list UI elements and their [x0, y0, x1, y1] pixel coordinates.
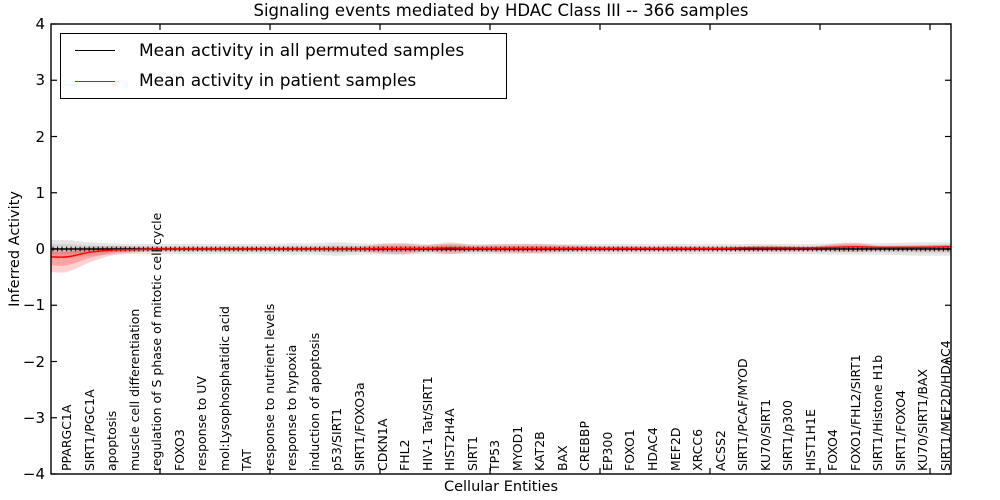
y-tick-label: 0 — [35, 240, 45, 258]
x-tick-label: mol:Lysophosphatidic acid — [216, 306, 232, 471]
x-tick-label: apoptosis — [104, 410, 120, 471]
legend-entry-patient: Mean activity in patient samples — [61, 67, 506, 95]
x-tick-label: XRCC6 — [690, 428, 706, 471]
chart-title: Signaling events mediated by HDAC Class … — [253, 1, 749, 20]
legend-label-patient: Mean activity in patient samples — [139, 71, 417, 92]
x-tick-label: HIST2H4A — [442, 408, 458, 471]
legend-entry-permuted: Mean activity in all permuted samples — [61, 37, 506, 65]
x-tick-label: FOXO4 — [825, 429, 841, 471]
x-tick-label: MEF2D — [667, 427, 683, 471]
x-tick-label: TP53 — [487, 439, 503, 471]
x-tick-label: SIRT1 — [464, 436, 480, 471]
y-tick-label: 4 — [35, 15, 45, 33]
y-tick-label: −4 — [22, 465, 45, 483]
x-tick-label: EP300 — [599, 431, 615, 471]
x-tick-label: SIRT1/PGC1A — [81, 389, 97, 471]
x-tick-label: TAT — [239, 449, 255, 471]
x-tick-label: BAX — [554, 445, 570, 471]
legend-box: Mean activity in all permuted samples Me… — [60, 33, 507, 99]
x-tick-label: MYOD1 — [509, 425, 525, 471]
x-tick-label: PPARGC1A — [59, 404, 74, 471]
x-tick-label: response to UV — [194, 376, 210, 471]
x-tick-label: FOXO1/FHL2/SIRT1 — [847, 354, 863, 471]
x-tick-label: CDKN1A — [374, 418, 390, 471]
x-tick-label: response to nutrient levels — [261, 303, 277, 471]
patient-mean-line — [50, 246, 952, 258]
x-tick-label: FOXO3 — [171, 429, 187, 471]
x-tick-label: p53/SIRT1 — [329, 407, 345, 471]
x-tick-label: KAT2B — [532, 431, 548, 471]
x-tick-label: KU70/SIRT1/BAX — [915, 368, 931, 471]
x-tick-label: SIRT1/p300 — [780, 400, 796, 471]
legend-line-red-icon — [75, 80, 115, 82]
x-tick-label: induction of apoptosis — [306, 332, 322, 471]
y-tick-label: 2 — [35, 127, 45, 146]
y-tick-label: −1 — [22, 296, 45, 315]
x-tick-label: response to hypoxia — [284, 344, 300, 471]
x-axis-title: Cellular Entities — [443, 479, 559, 495]
x-tick-label: FHL2 — [397, 439, 413, 471]
x-tick-label: SIRT1/MEF2D/HDAC4 — [938, 340, 953, 471]
patient-band-inner — [51, 244, 951, 266]
legend-line-black-icon — [75, 50, 115, 52]
x-tick-label: HIV-1 Tat/SIRT1 — [419, 376, 435, 471]
y-tick-label: 1 — [35, 183, 45, 202]
x-tick-label: KU70/SIRT1 — [757, 398, 773, 471]
legend-label-permuted: Mean activity in all permuted samples — [139, 40, 465, 61]
x-tick-label: FOXO1 — [622, 429, 638, 471]
x-tick-label: SIRT1/PCAF/MYOD — [735, 358, 751, 471]
x-tick-label: SIRT1/Histone H1b — [870, 354, 886, 471]
y-tick-label: −2 — [22, 352, 45, 371]
y-tick-label: 3 — [35, 71, 45, 90]
x-tick-label: regulation of S phase of mitotic cell cy… — [149, 212, 165, 471]
x-tick-label: ACSS2 — [712, 430, 728, 471]
x-tick-label: SIRT1/FOXO4 — [892, 390, 908, 471]
x-tick-label: HIST1H1E — [802, 409, 818, 471]
x-tick-label: SIRT1/FOXO3a — [352, 382, 367, 471]
x-tick-label: HDAC4 — [645, 427, 660, 471]
x-tick-label: CREBBP — [577, 421, 593, 471]
x-tick-label: muscle cell differentiation — [126, 308, 142, 471]
y-tick-label: −3 — [22, 408, 45, 427]
